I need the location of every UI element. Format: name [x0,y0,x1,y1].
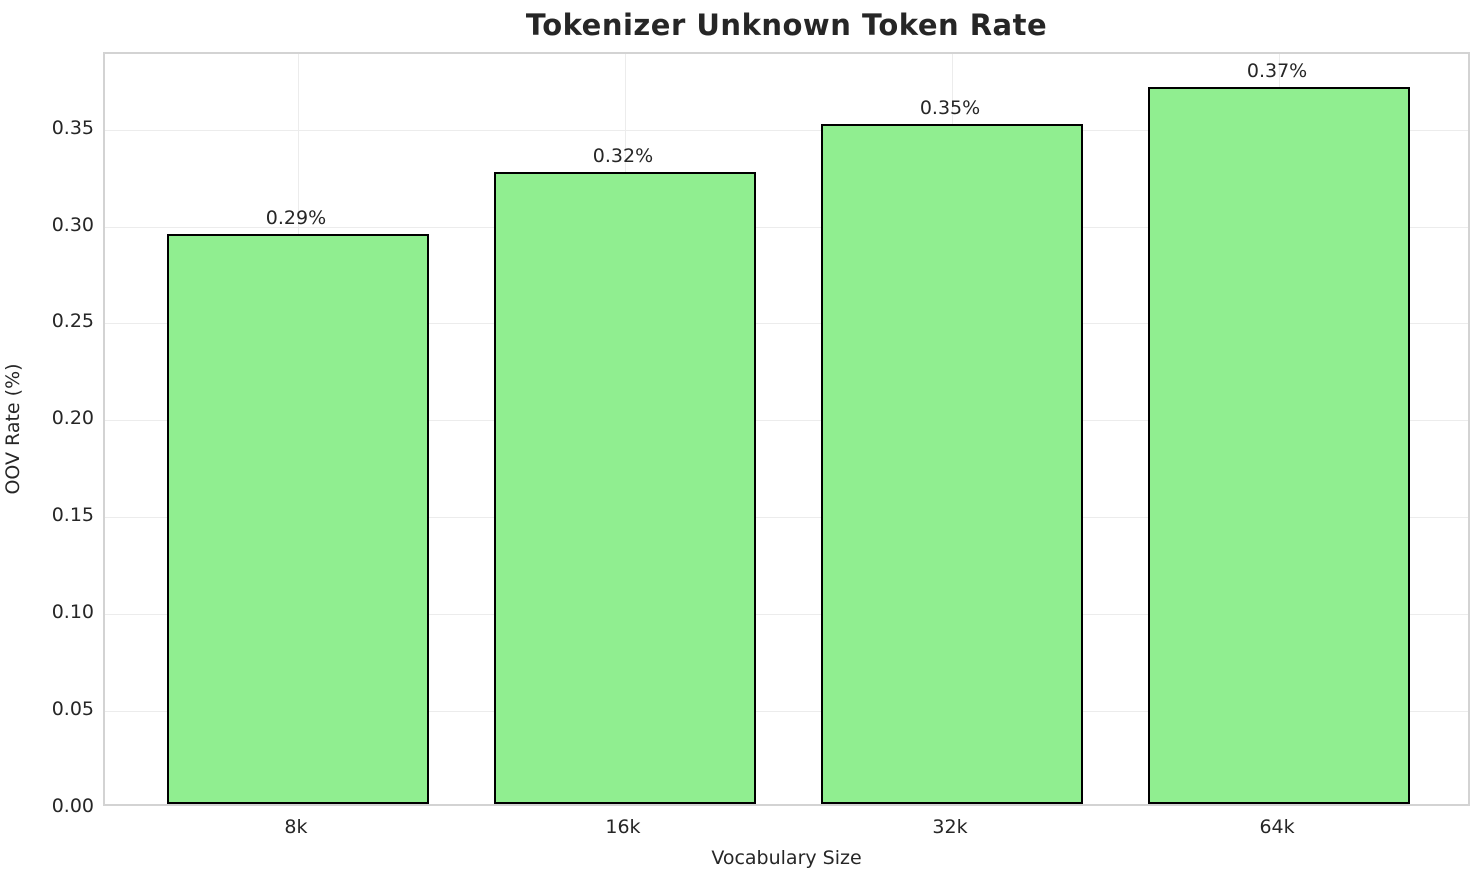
y-gridline [105,323,1468,325]
bar-value-label: 0.29% [265,207,327,230]
y-gridline [105,226,1468,228]
x-axis-label: Vocabulary Size [711,847,862,869]
bar-value-label: 0.35% [919,96,981,119]
bar-32k [821,123,1083,804]
x-tick-label-16k: 16k [605,816,641,838]
chart-title: Tokenizer Unknown Token Rate [525,8,1048,42]
y-gridline [105,614,1468,616]
y-tick-label: 0.20 [51,407,94,430]
bar-16k [494,172,756,804]
plot-area [103,52,1470,806]
y-tick-label: 0.00 [51,795,94,817]
x-tick-label-32k: 32k [932,816,968,838]
y-axis-label: OOV Rate (%) [2,363,24,495]
x-tick-label-64k: 64k [1259,816,1295,838]
x-tick-label-8k: 8k [284,816,308,838]
y-gridline [105,129,1468,131]
bar-value-label: 0.32% [592,145,654,168]
bar-8k [167,234,429,804]
bar-64k [1148,86,1410,804]
y-gridline [105,711,1468,713]
bar-value-label: 0.37% [1246,59,1308,82]
y-gridline [105,420,1468,422]
y-tick-label: 0.05 [51,698,94,721]
y-tick-label: 0.30 [51,213,94,236]
y-tick-label: 0.35 [51,116,94,139]
y-tick-label: 0.10 [51,601,94,624]
y-tick-label: 0.15 [51,504,94,527]
y-tick-label: 0.25 [51,310,94,333]
y-gridline [105,517,1468,519]
